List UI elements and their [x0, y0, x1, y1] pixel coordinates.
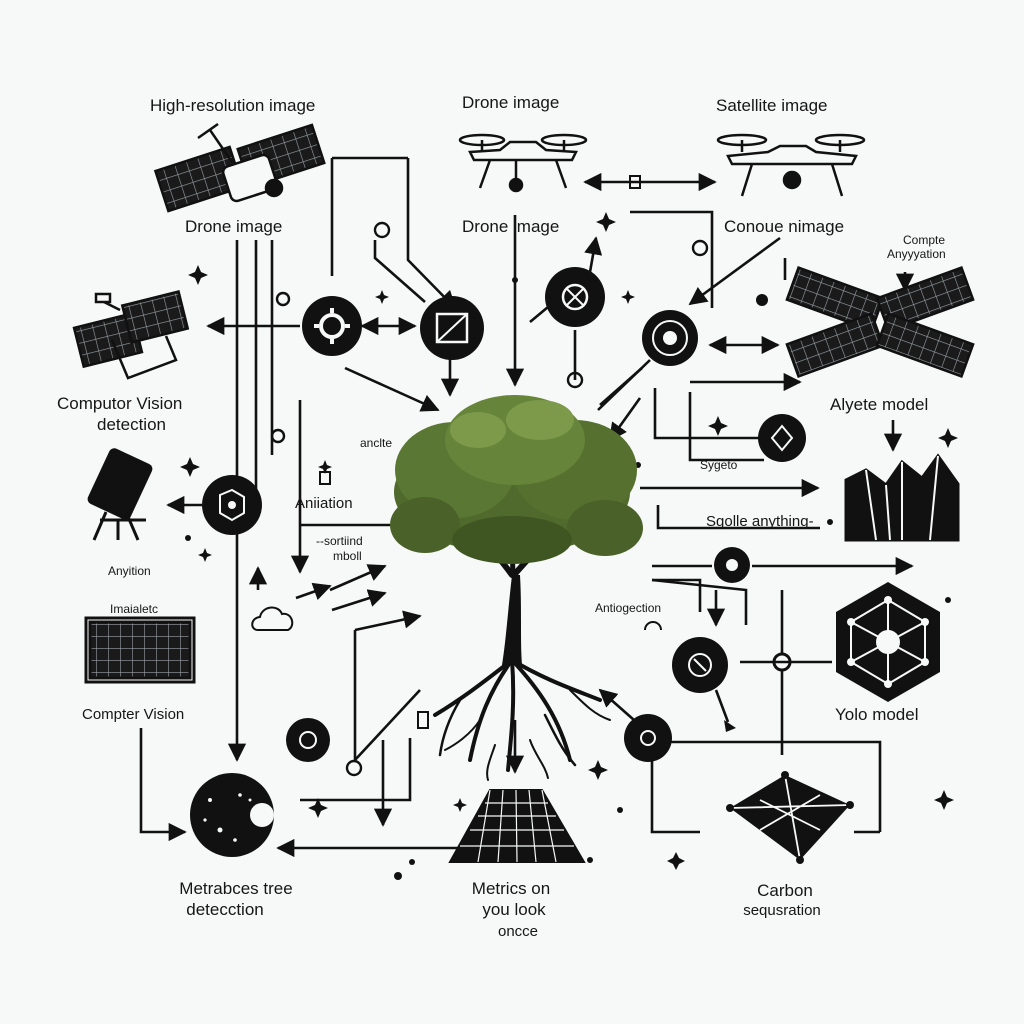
network-icon [726, 771, 854, 864]
gear-icon [302, 296, 362, 356]
node-icon [642, 310, 698, 366]
solar-panel-icon [84, 616, 196, 684]
label-alyete-model: Alyete model [830, 395, 929, 414]
label-drone-center: Drone image [462, 217, 560, 236]
label-sygeto: Sygeto [700, 458, 738, 472]
label-sortiind-line2: mboll [333, 549, 362, 563]
label-aniation: Aniiation [295, 495, 353, 512]
junction-node [772, 652, 792, 672]
satellite-icon [153, 122, 326, 213]
label-yolo-model: Yolo model [835, 705, 919, 724]
label-anclte: anclte [360, 436, 393, 450]
node-icon [545, 267, 605, 327]
cloud-icon [251, 606, 294, 631]
label-sortiind-line1: --sortiind [316, 534, 363, 548]
label-compte-line2: Anyyyation [887, 247, 946, 261]
pointer-icon [724, 720, 736, 732]
solar-panel-icon [785, 266, 975, 378]
label-anyition: Anyition [108, 564, 151, 578]
node-icon [624, 714, 672, 762]
label-high-res: High-resolution image [150, 96, 316, 115]
target-icon [190, 773, 274, 857]
label-drone-left: Drone image [185, 217, 283, 236]
label-sgolle: Sgolle anything- [706, 513, 814, 530]
label-imaialetc: Imaialetc [110, 602, 159, 616]
label-metrabces-line2: detecction [186, 900, 264, 919]
label-metrics-line2: you look [482, 900, 546, 919]
node-icon [758, 414, 806, 462]
label-metrabces-line1: Metrabces tree [179, 879, 293, 898]
label-carbon-line1: Carbon [757, 881, 813, 900]
label-drone-top: Drone image [462, 93, 560, 112]
network-icon [836, 582, 940, 702]
label-satellite-top: Satellite image [716, 96, 828, 115]
network-icon [202, 475, 262, 535]
label-cv-detection-line2: detection [97, 415, 166, 434]
drone-icon [716, 133, 866, 197]
decorations [180, 175, 958, 880]
label-cv-detection-line1: Computor Vision [57, 394, 183, 413]
label-metrics-line3: oncce [497, 923, 539, 940]
camera-icon [420, 296, 484, 360]
node-icon [286, 718, 330, 762]
label-carbon-line2: sequsration [743, 902, 821, 919]
grid-plane-icon [448, 789, 586, 863]
label-metrics-line1: Metrics on [471, 879, 551, 898]
label-antiogection: Antiogection [595, 601, 662, 615]
tree-icon [390, 395, 643, 781]
drone-icon [458, 133, 588, 193]
target-icon [714, 547, 750, 583]
mountain-icon [844, 453, 960, 542]
solar-panel-icon [72, 290, 190, 380]
label-conoue: Conoue nimage [724, 217, 845, 236]
node-icon [672, 637, 728, 693]
label-compte-line1: Compte [903, 233, 946, 247]
arc-icon [644, 621, 662, 631]
label-compter-vision: Compter Vision [82, 706, 185, 723]
easel-panel-icon [87, 448, 153, 541]
